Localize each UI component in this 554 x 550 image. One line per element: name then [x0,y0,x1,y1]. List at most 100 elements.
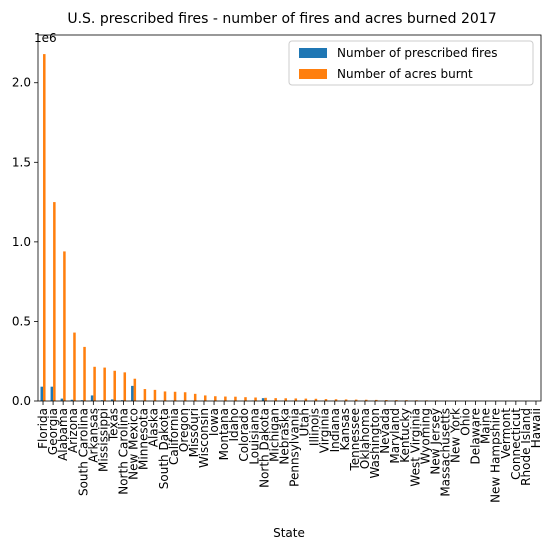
x-tick-label: Missouri [187,408,201,457]
bar-acres-34 [385,400,388,401]
x-tick-label: Arizona [66,408,80,453]
bar-acres-1 [53,202,56,401]
bar-acres-3 [73,332,76,401]
x-tick-label: Rhode Island [519,408,533,486]
x-tick-label: Oregon [177,408,191,452]
bar-acres-26 [304,398,308,401]
bar-acres-2 [63,251,66,401]
x-tick-label: Kansas [338,408,352,450]
bar-acres-9 [133,378,137,401]
x-tick-label: Mississippi [96,408,110,472]
x-tick-label: Wyoming [418,408,432,464]
legend-entry: Number of acres burnt [337,67,473,81]
x-tick-label: New Mexico [127,408,141,480]
x-tick-label: Illinois [308,408,322,446]
bar-acres-17 [214,396,217,401]
x-tick-label: Utah [298,408,312,436]
bar-acres-10 [143,389,147,401]
bar-acres-33 [375,399,378,401]
bar-acres-23 [274,398,277,401]
bar-acres-30 [344,399,348,401]
x-tick-label: Alaska [147,408,161,447]
x-tick-label: New Hampshire [489,408,503,503]
bar-acres-27 [314,398,318,401]
x-tick-label: Louisiana [247,408,261,465]
bar-fires-0 [40,386,44,401]
y-axis: 0.0 0.5 1.0 1.5 2.0 [12,76,38,408]
x-tick-label: Ohio [459,408,473,436]
x-tick-label: Indiana [328,408,342,452]
x-tick-label: Vermont [499,408,513,459]
x-tick-label: Montana [217,408,231,460]
bar-acres-8 [123,372,127,401]
plot-frame [37,34,542,402]
x-tick-label: Maine [479,408,493,444]
bar-acres-5 [93,366,96,401]
x-tick-label: Connecticut [509,408,523,480]
x-tick-label: Michigan [267,408,281,462]
bar-acres-14 [183,392,187,401]
x-tick-label: Alabama [56,408,70,461]
bar-acres-16 [203,395,207,401]
bar-fires-7 [110,399,114,401]
x-tick-label: North Dakota [257,408,271,488]
x-tick-label: Virginia [318,408,332,453]
bar-acres-18 [224,396,227,401]
x-tick-label: Pennsylvania [288,408,302,487]
plot-area [37,34,542,402]
legend: Number of prescribed fires Number of acre… [288,40,534,86]
x-tick-label: West Virginia [408,408,422,487]
x-tick-label: Wisconsin [197,408,211,468]
bar-acres-6 [103,367,106,401]
legend-swatch [299,48,327,58]
bar-acres-35 [395,400,398,401]
bar-fires-3 [70,399,74,401]
x-tick-label: Nevada [378,408,392,454]
x-tick-label: South Dakota [157,408,171,489]
x-tick-label: Iowa [207,408,221,436]
x-tick-label: Delaware [469,408,483,465]
x-tick-label: Idaho [227,408,241,441]
x-tick-label: North Carolina [117,408,131,495]
bar-acres-0 [43,54,46,401]
x-tick-label: Massachusetts [438,408,452,497]
x-tick-label: Maryland [388,408,402,464]
y-tick-label: 0.0 [12,394,31,408]
bar-acres-12 [163,391,167,401]
x-tick-label: Arkansas [86,408,100,463]
bar-acres-13 [173,391,177,401]
x-tick-label: Hawaii [529,408,543,448]
bar-fires-22 [261,398,265,401]
x-tick-label: Nebraska [277,408,291,465]
bar-acres-11 [153,389,157,401]
x-tick-label: Minnesota [137,408,151,470]
x-tick-label: Colorado [237,408,251,462]
x-axis-label: State [273,526,305,540]
x-tick-label: Florida [36,408,50,449]
bar-acres-19 [234,396,237,401]
y-offset-label: 1e6 [34,31,57,45]
x-tick-label: Georgia [46,408,60,455]
bar-acres-7 [113,370,116,401]
x-tick-label: Texas [106,408,120,442]
x-tick-label: Tennessee [348,408,362,472]
bar-fires-5 [90,395,94,401]
bar-acres-31 [354,399,358,401]
chart-title: U.S. prescribed fires - number of fires … [67,11,496,27]
y-tick-label: 2.0 [12,76,31,90]
bar-acres-4 [83,346,86,401]
legend-swatch [299,69,327,79]
bar-acres-22 [264,397,267,401]
bar-acres-15 [193,393,197,401]
x-tick-label: Kentucky [398,408,412,463]
x-tick-label: California [167,408,181,465]
x-tick-label: New Jersey [428,408,442,475]
bar-fires-9 [131,385,134,401]
y-tick-label: 1.5 [12,155,31,169]
y-tick-label: 1.0 [12,235,31,249]
bar-acres-32 [364,399,368,401]
bar-acres-24 [284,398,287,401]
legend-entry: Number of prescribed fires [337,46,497,60]
